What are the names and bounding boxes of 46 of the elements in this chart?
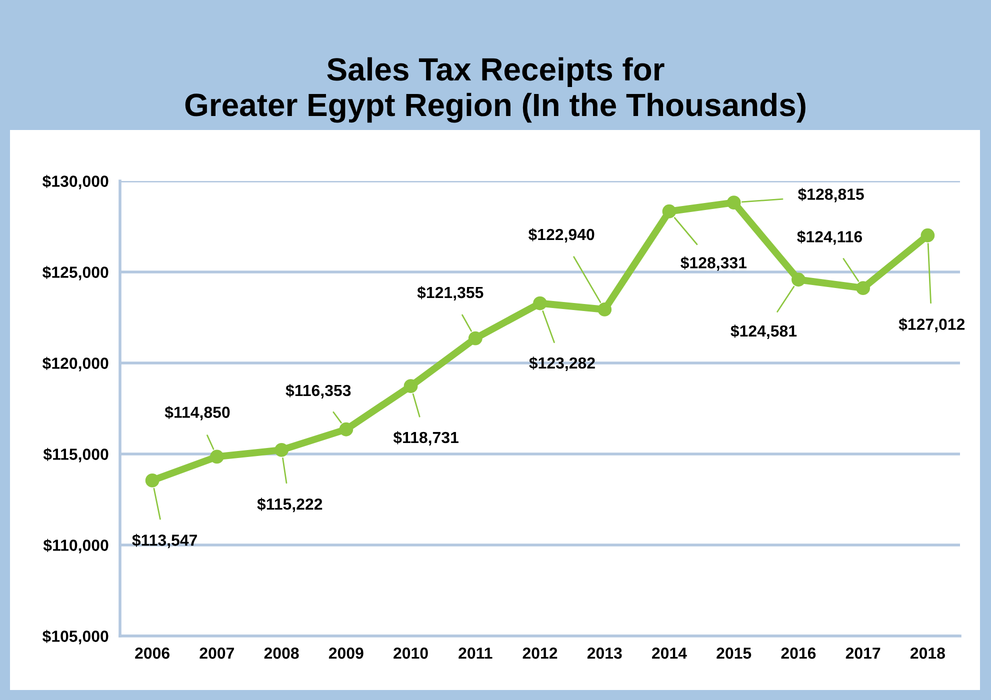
y-tick-label: $120,000 [42,356,108,372]
data-label: $123,282 [529,356,595,371]
data-label: $127,012 [898,318,965,332]
x-tick-label: 2007 [200,648,234,659]
x-tick-label: 2017 [846,648,880,659]
x-tick-label: 2006 [135,648,170,659]
data-label: $114,850 [164,406,230,420]
x-tick-label: 2015 [716,648,752,659]
x-tick-label: 2018 [910,648,945,659]
data-label: $124,581 [730,324,797,340]
x-tick-label: 2011 [458,648,492,659]
point [726,196,741,210]
data-label: $118,731 [393,431,458,446]
x-tick-label: 2016 [781,648,816,659]
y-tick-label: $105,000 [42,630,108,644]
point [792,272,806,287]
point [598,302,612,316]
point [920,228,935,242]
point [662,204,676,218]
data-label: $128,331 [680,256,747,271]
data-label: $124,116 [797,230,862,245]
data-label: $122,940 [528,228,594,242]
data-label: $128,815 [798,188,864,202]
x-tick-label: 2012 [522,648,558,659]
point [856,281,870,296]
point [468,331,482,346]
y-tick-label: $115,000 [43,448,108,462]
data-label: $113,547 [132,534,197,548]
data-label: $121,355 [417,286,484,300]
x-tick-label: 2013 [587,648,622,659]
point [404,379,418,394]
data-label: $116,353 [286,384,351,398]
chart-title: Sales Tax Receipts for Greater Egypt Region (In the Thousands) [185,57,806,123]
data-label: $115,222 [257,498,322,512]
point [339,422,354,436]
x-tick-label: 2008 [264,648,299,659]
point [533,296,547,310]
y-tick-label: $110,000 [43,538,108,554]
x-tick-label: 2010 [394,648,428,659]
point [145,474,160,488]
x-tick-label: 2014 [652,648,687,659]
y-tick-label: $130,000 [42,174,108,190]
y-tick-label: $125,000 [42,266,108,280]
point [274,443,288,457]
x-tick-label: 2009 [328,648,364,659]
point [210,450,224,464]
